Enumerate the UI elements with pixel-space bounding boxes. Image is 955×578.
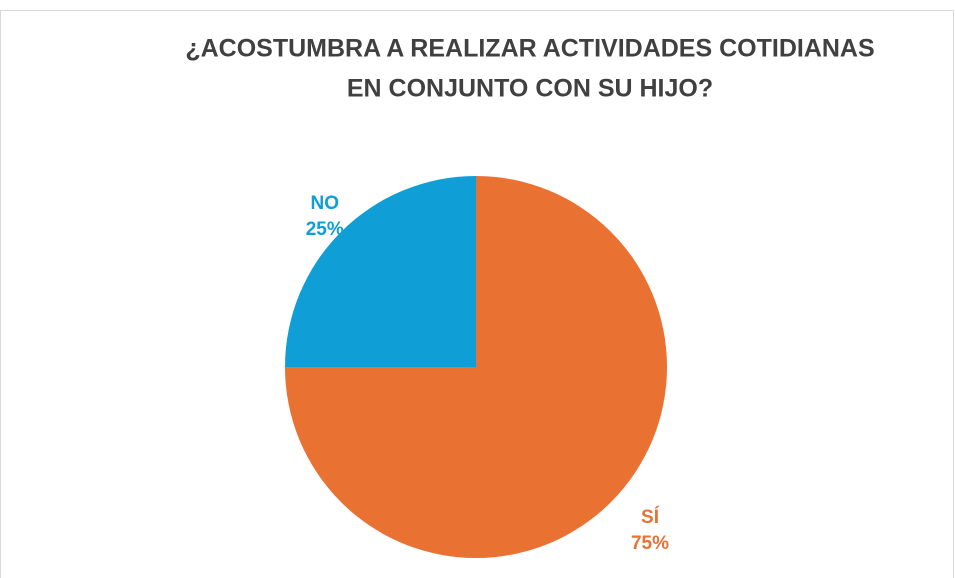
chart-title: EN CONJUNTO CON SU HIJO? <box>347 75 713 103</box>
data-label-value: 75% <box>631 533 669 554</box>
data-label-category: SÍ <box>641 506 660 528</box>
data-label-value: 25% <box>306 219 344 240</box>
data-label-category: NO <box>310 193 339 214</box>
pie-slice <box>285 176 476 367</box>
chart-title: ¿ACOSTUMBRA A REALIZAR ACTIVIDADES COTID… <box>185 35 874 63</box>
